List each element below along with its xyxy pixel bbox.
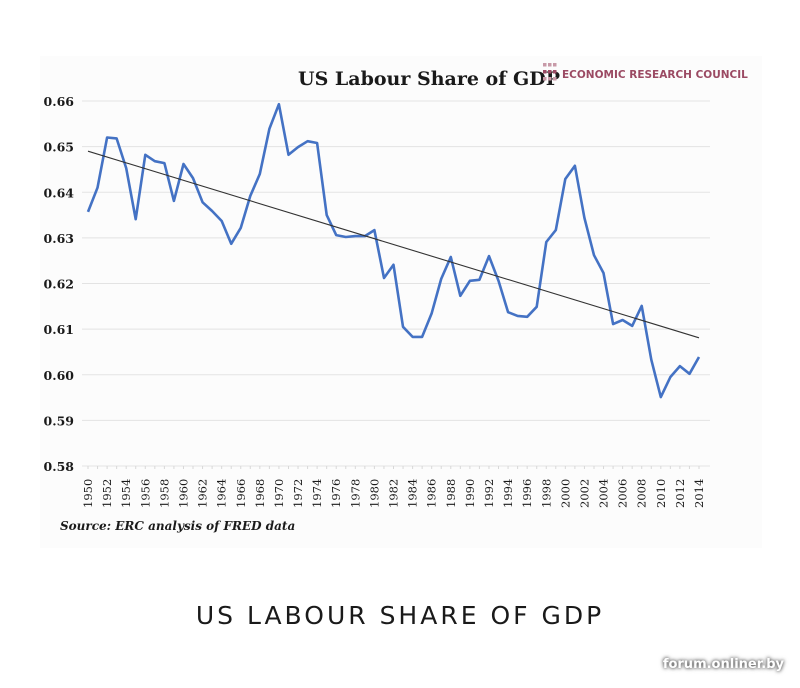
x-tick-label: 2012 <box>673 479 687 508</box>
x-tick-label: 1978 <box>348 479 362 508</box>
logo-square <box>553 63 557 67</box>
y-tick-label: 0.61 <box>44 322 74 337</box>
series-line-labour-share <box>86 102 701 399</box>
y-tick-label: 0.65 <box>44 140 74 155</box>
logo-square <box>543 63 547 67</box>
x-tick-label: 1992 <box>482 479 496 508</box>
x-tick-label: 1970 <box>272 479 286 508</box>
y-tick-label: 0.64 <box>44 185 75 200</box>
x-axis-ticks: 1950 1952 1954 1956 1958 1960 1962 1964 1966 1968… <box>81 466 706 508</box>
erc-logo-icon <box>543 63 557 81</box>
x-tick-label: 1986 <box>425 479 439 508</box>
x-tick-label: 1974 <box>310 479 324 508</box>
trend-line <box>87 150 700 339</box>
logo-square <box>543 77 547 81</box>
logo-square <box>553 70 557 74</box>
source-note: Source: ERC analysis of FRED data <box>60 519 295 533</box>
x-tick-label: 1972 <box>291 479 305 508</box>
brand-name: ECONOMIC RESEARCH COUNCIL <box>562 69 748 81</box>
logo-square <box>553 77 557 81</box>
chart-panel: US Labour Share of GDP ECONOMIC RESEARCH… <box>40 56 762 548</box>
y-tick-label: 0.62 <box>44 277 74 292</box>
x-tick-label: 2010 <box>654 479 668 508</box>
y-tick-label: 0.60 <box>44 368 75 383</box>
x-tick-label: 1996 <box>520 479 534 508</box>
logo-square <box>543 70 547 74</box>
x-tick-label: 1980 <box>367 479 381 508</box>
x-tick-label: 1982 <box>387 479 401 508</box>
x-tick-label: 1960 <box>176 479 190 508</box>
watermark: forum.onliner.by <box>662 657 784 672</box>
x-tick-label: 1984 <box>406 479 420 508</box>
chart-title: US Labour Share of GDP <box>298 68 560 90</box>
x-tick-label: 1968 <box>253 479 267 508</box>
x-tick-label: 2004 <box>597 479 611 508</box>
series-group <box>86 102 701 399</box>
x-tick-label: 1952 <box>100 479 114 508</box>
x-tick-label: 1962 <box>196 479 210 508</box>
chart-svg: US Labour Share of GDP ECONOMIC RESEARCH… <box>44 63 748 533</box>
x-tick-label: 1964 <box>215 479 229 508</box>
page-caption: US LABOUR SHARE OF GDP <box>195 601 605 630</box>
x-tick-label: 1994 <box>501 479 515 508</box>
y-axis-ticks: 0.66 0.65 0.64 0.63 0.62 0.61 0.60 0.59 0.58 <box>44 94 75 474</box>
x-tick-label: 2006 <box>616 479 630 508</box>
x-tick-label: 2000 <box>558 479 572 508</box>
x-tick-label: 1958 <box>157 479 171 508</box>
x-tick-label: 2002 <box>577 479 591 508</box>
x-tick-label: 1966 <box>234 479 248 508</box>
y-tick-label: 0.58 <box>44 459 75 474</box>
x-tick-label: 1956 <box>138 479 152 508</box>
y-tick-label: 0.66 <box>44 94 75 109</box>
logo-square <box>548 63 552 67</box>
logo-square <box>548 77 552 81</box>
x-tick-label: 2014 <box>692 479 706 508</box>
x-tick-label: 1998 <box>539 479 553 508</box>
x-tick-label: 1954 <box>119 479 133 508</box>
logo-square <box>548 70 552 74</box>
y-tick-label: 0.63 <box>44 231 74 246</box>
x-tick-label: 1976 <box>329 479 343 508</box>
x-tick-label: 1950 <box>81 479 95 508</box>
y-tick-label: 0.59 <box>44 413 74 428</box>
x-tick-label: 1990 <box>463 479 477 508</box>
x-tick-label: 1988 <box>444 479 458 508</box>
x-tick-label: 2008 <box>635 479 649 508</box>
